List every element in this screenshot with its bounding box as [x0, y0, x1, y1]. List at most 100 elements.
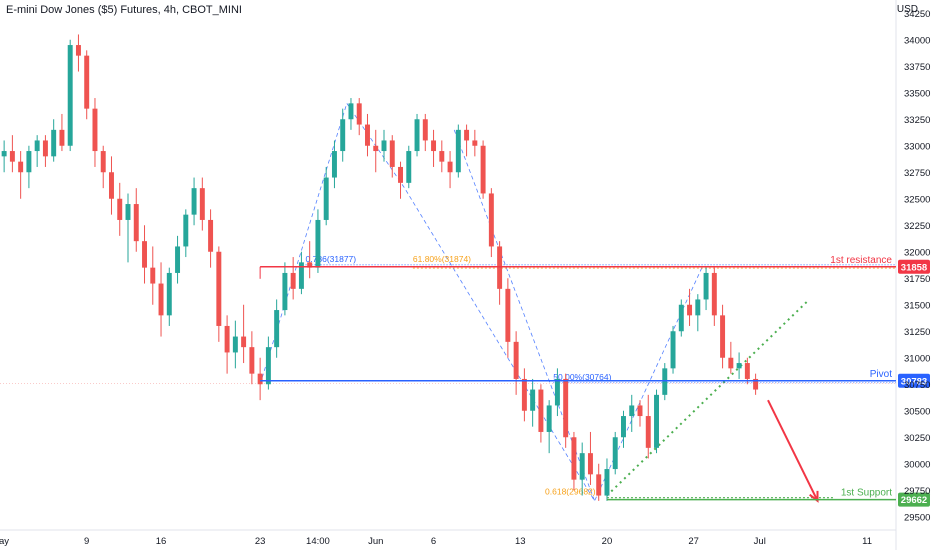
- candle-body: [216, 251, 222, 326]
- candle-body: [513, 341, 519, 379]
- candle-body: [431, 140, 437, 152]
- grid-lines: [0, 0, 897, 550]
- candle-body: [621, 416, 626, 438]
- candle-body: [439, 151, 445, 162]
- x-tick-label: 16: [156, 536, 167, 547]
- y-tick-label: 34250: [904, 9, 930, 20]
- x-tick-label: Jun: [368, 536, 383, 547]
- y-tick-label: 33750: [904, 62, 930, 73]
- candle-body: [282, 272, 288, 311]
- candle-body: [720, 315, 726, 358]
- candle-body: [232, 336, 238, 353]
- candle-body: [579, 453, 585, 480]
- x-tick-label: 14:00: [306, 536, 330, 547]
- candle-body: [530, 389, 536, 411]
- y-tick-label: 33250: [904, 115, 930, 126]
- candle-body: [480, 145, 486, 194]
- candle-body: [662, 368, 668, 395]
- candle-body: [389, 140, 395, 167]
- candle-body: [323, 177, 329, 220]
- candle-body: [629, 405, 635, 417]
- x-tick-label: May: [0, 536, 9, 547]
- candle-body: [571, 437, 577, 480]
- candle-body: [257, 373, 263, 385]
- candle-body: [249, 347, 255, 374]
- candle-body: [133, 204, 139, 242]
- y-tick-label: 32000: [904, 247, 930, 258]
- y-tick-label: 32250: [904, 221, 930, 232]
- trend-line: [606, 298, 810, 497]
- y-tick-label: 31000: [904, 353, 930, 364]
- candle-body: [538, 389, 544, 432]
- y-tick-label: 32750: [904, 168, 930, 179]
- y-tick-label: 30750: [904, 380, 930, 391]
- candle-body: [191, 188, 197, 215]
- candle-body: [92, 108, 98, 152]
- candle-body: [109, 172, 114, 199]
- x-tick-label: 11: [862, 536, 872, 547]
- y-tick-label: 30250: [904, 433, 930, 444]
- y-tick-label: 30500: [904, 406, 930, 417]
- candle-body: [563, 378, 569, 438]
- candle-body: [117, 198, 123, 220]
- candle-body: [744, 363, 750, 379]
- candle-body: [150, 267, 156, 284]
- overlay-lines: 0.786(31877) 61.80%(31874) 50.00%(30764) 0.…: [0, 102, 896, 503]
- candle-body: [687, 304, 693, 316]
- y-tick-label: 32500: [904, 194, 930, 205]
- candle-body: [274, 310, 280, 348]
- fib-label: 0.786(31877): [306, 254, 357, 264]
- candle-body: [356, 103, 362, 125]
- candle-body: [612, 437, 618, 470]
- candle-body: [703, 272, 709, 300]
- candle-body: [307, 262, 313, 268]
- candle-body: [26, 151, 32, 173]
- x-tick-label: 6: [431, 536, 436, 547]
- projection-arrow: [767, 399, 819, 502]
- candle-body: [51, 129, 57, 157]
- candle-body: [298, 262, 304, 289]
- harmonic-pattern-line: [259, 102, 703, 502]
- candle-body: [199, 188, 205, 220]
- fib-label: 50.00%(30764): [553, 372, 611, 382]
- candle-body: [464, 129, 470, 141]
- fib-label: 0.618(29682): [545, 486, 596, 496]
- candle-body: [224, 325, 230, 353]
- candle-body: [604, 469, 610, 496]
- x-tick-label: Jul: [754, 536, 766, 547]
- candle-body: [365, 124, 370, 146]
- candle-body: [414, 119, 420, 152]
- y-tick-label: 31500: [904, 300, 930, 311]
- level-name: Pivot: [870, 369, 892, 380]
- candle-body: [315, 219, 321, 268]
- candle-body: [637, 405, 643, 417]
- candle-body: [422, 119, 428, 141]
- candle-body: [505, 288, 511, 342]
- projection-arrow-head: [809, 490, 819, 503]
- level-price-badge: [898, 259, 930, 274]
- y-tick-label: 29750: [904, 486, 930, 497]
- level-price-label: 30783: [901, 376, 927, 387]
- candle-body: [340, 119, 346, 152]
- candle-body: [18, 161, 24, 173]
- candle-body: [753, 378, 759, 390]
- candle-body: [175, 246, 181, 273]
- candle-body: [183, 214, 189, 247]
- y-tick-label: 31250: [904, 327, 930, 338]
- candles-group: [1, 34, 759, 501]
- y-tick-label: 30000: [904, 459, 930, 470]
- candle-body: [645, 416, 651, 448]
- candle-body: [381, 140, 387, 152]
- candle-body: [521, 378, 527, 411]
- candle-body: [554, 378, 560, 406]
- y-tick-label: 31750: [904, 274, 930, 285]
- harmonic-pattern-line: [453, 129, 595, 501]
- candle-body: [736, 363, 742, 369]
- level-name: 1st resistance: [830, 255, 892, 266]
- candle-body: [75, 45, 81, 56]
- level-price-label: 31858: [901, 262, 927, 273]
- chart-title: E-mini Dow Jones ($5) Futures, 4h, CBOT_…: [6, 4, 242, 16]
- candle-body: [67, 45, 73, 146]
- candle-body: [208, 219, 214, 252]
